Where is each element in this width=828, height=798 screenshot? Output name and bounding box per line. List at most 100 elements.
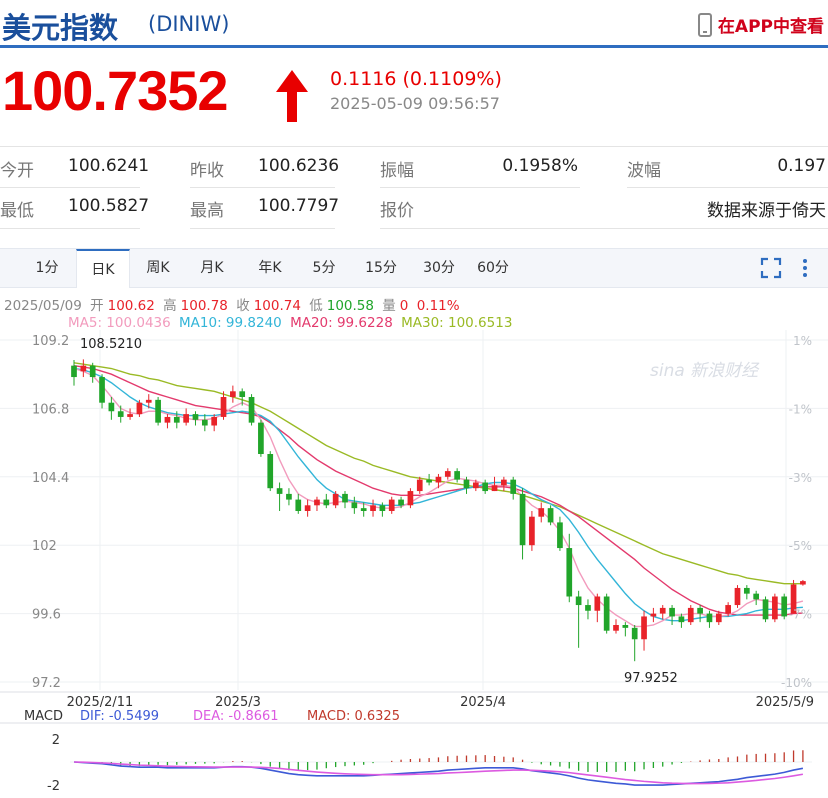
ma-lines [73, 362, 804, 628]
kline-chart[interactable]: sina 新浪财经 109.2 1% 106.8 -1% 104.4 -3% 102 -5% 9… [0, 330, 828, 798]
candle-body [248, 397, 255, 423]
candle-body [370, 505, 376, 511]
x-tick-label: 2025/5/9 [756, 695, 814, 710]
candle-body [351, 502, 358, 509]
tab-1min[interactable]: 1分 [35, 260, 59, 276]
dea-label: DEA: -0.8661 [193, 709, 279, 724]
volume-value: 0 [399, 298, 409, 314]
tab-30min[interactable]: 30分 [423, 260, 455, 276]
candle-body [342, 493, 348, 503]
candle-body [155, 399, 161, 423]
header: 美元指数 (DINIW) 在APP中查看 [0, 0, 828, 48]
divider [380, 228, 828, 229]
candle-body [594, 596, 601, 611]
macd-tick-label: -2 [47, 779, 60, 794]
stat-value: 0.197 [777, 156, 826, 176]
open-label: 开 [90, 298, 104, 314]
candle-body [388, 499, 395, 511]
candle-body [715, 613, 722, 623]
low-value: 100.58 [326, 298, 374, 314]
candle-body [538, 508, 545, 517]
candle-body [258, 422, 264, 454]
tab-monthly-k[interactable]: 月K [200, 260, 224, 276]
stat-label: 报价 [380, 201, 414, 221]
candle-body [173, 416, 180, 423]
change-pct: 0.11% [416, 298, 460, 314]
candle-body [360, 508, 367, 511]
grid [0, 330, 828, 693]
divider [380, 187, 580, 188]
stat-label: 最低 [0, 201, 34, 221]
pct-tick-label: -10% [781, 676, 812, 690]
axis-labels: 109.2 1% 106.8 -1% 104.4 -3% 102 -5% 99.6 -7% 97.2… [32, 334, 814, 710]
high-label: 高 [163, 298, 177, 314]
candle-body [416, 479, 423, 492]
ma30-line [73, 362, 803, 585]
y-tick-label: 109.2 [32, 334, 69, 349]
ma-info: MA5: 100.0436 MA10: 99.8240 MA20: 99.622… [68, 315, 516, 331]
stat-label: 最高 [190, 201, 224, 221]
candle-body [650, 613, 657, 617]
divider [627, 187, 828, 188]
tab-5min[interactable]: 5分 [312, 260, 336, 276]
candle-body [304, 505, 311, 511]
candle-body [211, 416, 218, 426]
candle-body [286, 493, 292, 500]
candle-body [136, 402, 143, 415]
candle-body [659, 607, 666, 614]
stats-row: 今开 100.6241 昨收 100.6236 振幅 0.1958% 波幅 0.… [0, 148, 828, 188]
divider [0, 146, 828, 147]
tab-15min[interactable]: 15分 [365, 260, 397, 276]
candle-body [127, 414, 133, 417]
candle-body [192, 414, 199, 420]
candle-body [201, 419, 208, 426]
tab-daily-k[interactable]: 日K [76, 249, 130, 288]
open-in-app-link[interactable]: 在APP中查看 [697, 12, 824, 37]
y-tick-label: 102 [32, 539, 57, 554]
stat-value: 100.5827 [68, 196, 150, 216]
candle-body [267, 454, 274, 489]
macd-panel: MACD DIF: -0.5499 DEA: -0.8661 MACD: 0.6325… [0, 709, 828, 794]
data-source: 数据来源于倚天 [707, 201, 826, 221]
candle-body [613, 625, 619, 631]
candle-body [164, 416, 171, 423]
more-icon[interactable] [794, 257, 816, 279]
price-change: 0.1116 (0.1109%) [330, 68, 502, 90]
macd-label: MACD: 0.6325 [307, 709, 400, 724]
x-tick-label: 2025/3 [215, 695, 261, 710]
candle-body [529, 516, 535, 546]
candle-body [230, 391, 236, 397]
tab-weekly-k[interactable]: 周K [146, 260, 170, 276]
high-value: 100.78 [180, 298, 228, 314]
fullscreen-icon[interactable] [760, 257, 782, 279]
candle-body [734, 587, 741, 606]
plot-area [0, 330, 828, 690]
ohlc-info: 2025/05/09 开 100.62 高 100.78 收 100.74 低 100.… [4, 294, 464, 314]
tab-60min[interactable]: 60分 [477, 260, 509, 276]
candle-body [669, 607, 675, 617]
candle-body [108, 402, 115, 412]
ma10-line [73, 367, 803, 622]
close-value: 100.74 [253, 298, 301, 314]
candle-body [622, 625, 629, 628]
candle-body [239, 391, 246, 397]
stats-row: 最低 100.5827 最高 100.7797 报价 数据来源于倚天 [0, 188, 828, 228]
candle-body [772, 596, 778, 620]
candle-body [753, 593, 760, 600]
candles [71, 359, 806, 662]
candle-body [631, 627, 638, 640]
candle-body [706, 613, 713, 623]
max-price-label: 108.5210 [80, 337, 142, 352]
tab-yearly-k[interactable]: 年K [258, 260, 282, 276]
stat-label: 波幅 [627, 161, 661, 181]
dif-label: DIF: -0.5499 [80, 709, 159, 724]
divider [190, 228, 335, 229]
y-tick-label: 99.6 [32, 608, 61, 623]
candle-body [641, 616, 647, 640]
current-price: 100.7352 [2, 59, 229, 122]
y-tick-label: 104.4 [32, 471, 69, 486]
open-value: 100.62 [107, 298, 155, 314]
dea-line [73, 761, 804, 785]
stat-value: 100.6241 [68, 156, 150, 176]
pct-tick-label: 1% [793, 334, 812, 348]
